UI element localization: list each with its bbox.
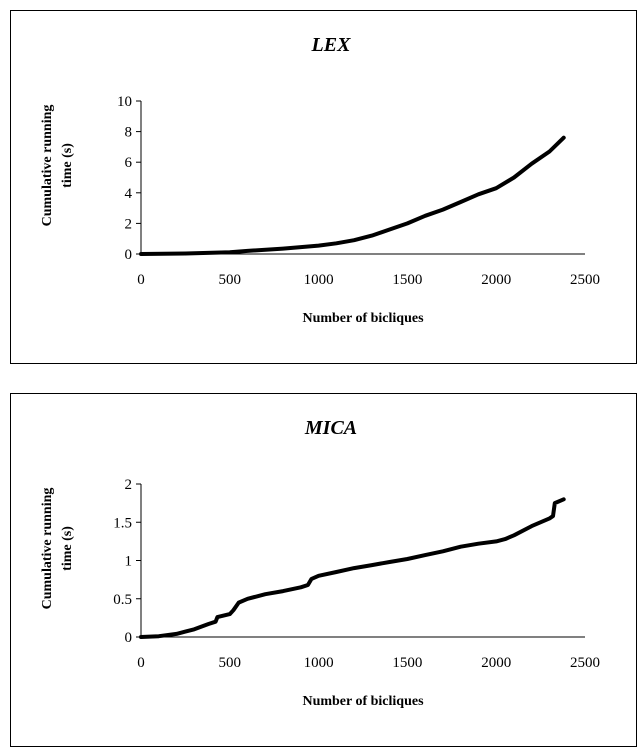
y-tick-label: 1 bbox=[125, 554, 133, 570]
chart-title: MICA bbox=[304, 417, 357, 439]
x-tick-label: 0 bbox=[137, 655, 145, 671]
chart-mica: MICA 0 0.5 1 1.5 2 0 500 1000 1500 2000 2500 Number … bbox=[40, 417, 600, 709]
x-tick-label: 2500 bbox=[570, 272, 600, 288]
y-tick-label: 1.5 bbox=[113, 515, 132, 531]
x-tick-label: 1500 bbox=[392, 655, 422, 671]
y-tick-label: 4 bbox=[125, 186, 133, 202]
y-axis-label-line: time (s) bbox=[60, 143, 75, 188]
y-axis-label-line: time (s) bbox=[60, 526, 75, 571]
x-tick-label: 1000 bbox=[304, 272, 334, 288]
series-line bbox=[139, 497, 566, 639]
x-tick-label: 1500 bbox=[392, 272, 422, 288]
chart-panel-lex: LEX 0 2 4 6 8 10 0 500 1000 1500 2000 2500 Number of … bbox=[10, 10, 637, 364]
y-axis-label-line: Cumulative running bbox=[40, 105, 55, 227]
chart-panel-mica: MICA 0 0.5 1 1.5 2 0 500 1000 1500 2000 2500 Number … bbox=[10, 393, 637, 747]
x-tick-label: 500 bbox=[219, 655, 242, 671]
y-tick-label: 6 bbox=[125, 155, 133, 171]
chart-title: LEX bbox=[311, 34, 352, 56]
x-tick-label: 2000 bbox=[481, 655, 511, 671]
y-tick-label: 2 bbox=[125, 477, 133, 493]
y-tick-label: 0 bbox=[125, 630, 133, 646]
series-line bbox=[139, 135, 566, 256]
y-axis-label-line: Cumulative running bbox=[40, 488, 55, 610]
y-tick-label: 8 bbox=[125, 125, 133, 141]
x-tick-label: 1000 bbox=[304, 655, 334, 671]
x-tick-label: 500 bbox=[219, 272, 242, 288]
x-tick-label: 2000 bbox=[481, 272, 511, 288]
y-tick-label: 2 bbox=[125, 216, 133, 232]
y-axis-label: Cumulative running time (s) bbox=[40, 488, 75, 610]
chart-lex: LEX 0 2 4 6 8 10 0 500 1000 1500 2000 2500 Number of … bbox=[40, 34, 600, 326]
y-axis-label: Cumulative running time (s) bbox=[40, 105, 75, 227]
y-tick-label: 10 bbox=[117, 94, 132, 110]
x-axis-label: Number of bicliques bbox=[302, 311, 424, 326]
y-tick-label: 0 bbox=[125, 247, 133, 263]
x-tick-label: 2500 bbox=[570, 655, 600, 671]
x-axis-label: Number of bicliques bbox=[302, 694, 424, 709]
y-tick-label: 0.5 bbox=[113, 592, 132, 608]
x-tick-label: 0 bbox=[137, 272, 145, 288]
